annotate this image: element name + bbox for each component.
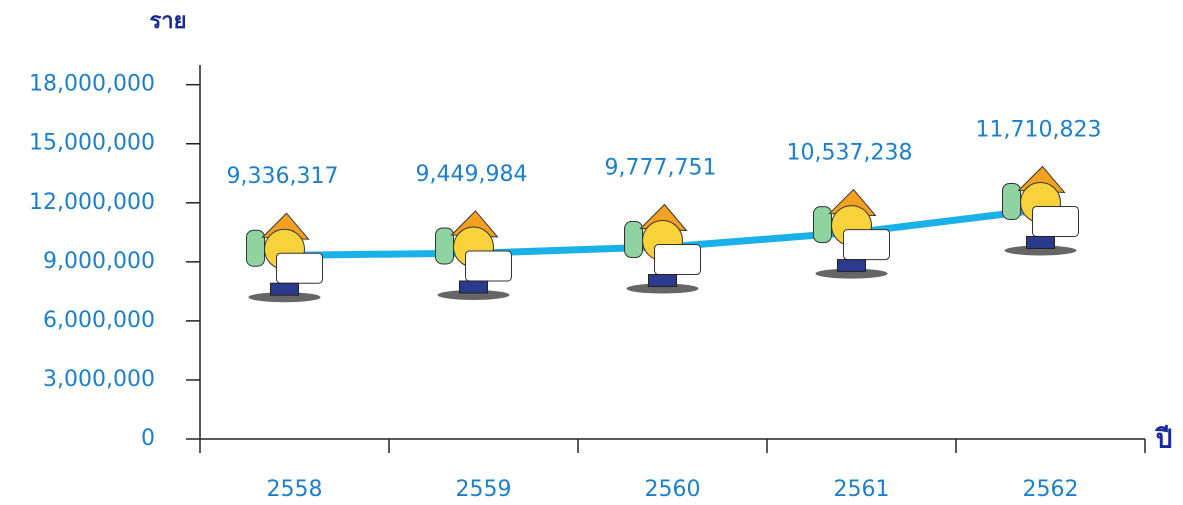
marker-legs bbox=[1026, 235, 1055, 249]
y-tick-label: 12,000,000 bbox=[29, 190, 155, 215]
x-tick-label: 2558 bbox=[267, 477, 323, 502]
marker-shadow bbox=[1004, 245, 1077, 256]
point-marker bbox=[435, 210, 512, 300]
data-label: 9,777,751 bbox=[605, 156, 717, 181]
marker-shadow bbox=[437, 289, 510, 300]
point-marker bbox=[624, 203, 701, 294]
x-tick-label: 2562 bbox=[1023, 477, 1079, 502]
y-tick-label: 3,000,000 bbox=[43, 367, 155, 392]
point-marker bbox=[1002, 165, 1079, 256]
marker-bottle bbox=[813, 206, 832, 244]
point-marker bbox=[246, 212, 323, 303]
data-label: 11,710,823 bbox=[976, 117, 1102, 142]
marker-sign bbox=[654, 244, 701, 276]
marker-bottle bbox=[246, 229, 265, 267]
data-label: 10,537,238 bbox=[787, 141, 913, 166]
y-tick-label: 6,000,000 bbox=[43, 308, 155, 333]
marker-shadow bbox=[815, 268, 888, 279]
marker-bottle bbox=[435, 227, 454, 265]
marker-legs bbox=[270, 282, 299, 296]
y-tick-label: 18,000,000 bbox=[29, 72, 155, 97]
x-tick-label: 2560 bbox=[645, 477, 701, 502]
y-axis-label: ราย bbox=[149, 9, 186, 34]
marker-sign bbox=[843, 229, 890, 261]
marker-sign bbox=[276, 252, 323, 284]
marker-shadow bbox=[248, 292, 321, 303]
point-marker bbox=[813, 188, 890, 279]
marker-sign bbox=[465, 250, 512, 282]
x-tick-label: 2561 bbox=[834, 477, 890, 502]
data-label: 9,336,317 bbox=[227, 164, 339, 189]
marker-bottle bbox=[1002, 182, 1021, 220]
marker-shadow bbox=[626, 283, 699, 294]
data-label: 9,449,984 bbox=[416, 162, 528, 187]
marker-legs bbox=[459, 280, 488, 294]
marker-sign bbox=[1032, 205, 1079, 237]
marker-bottle bbox=[624, 221, 643, 259]
y-tick-label: 15,000,000 bbox=[29, 131, 155, 156]
y-tick-label: 9,000,000 bbox=[43, 249, 155, 274]
x-tick-label: 2559 bbox=[456, 477, 512, 502]
marker-legs bbox=[837, 259, 866, 273]
marker-legs bbox=[648, 274, 677, 288]
x-axis-label: ปี bbox=[1155, 425, 1173, 455]
y-tick-label: 0 bbox=[141, 426, 155, 451]
